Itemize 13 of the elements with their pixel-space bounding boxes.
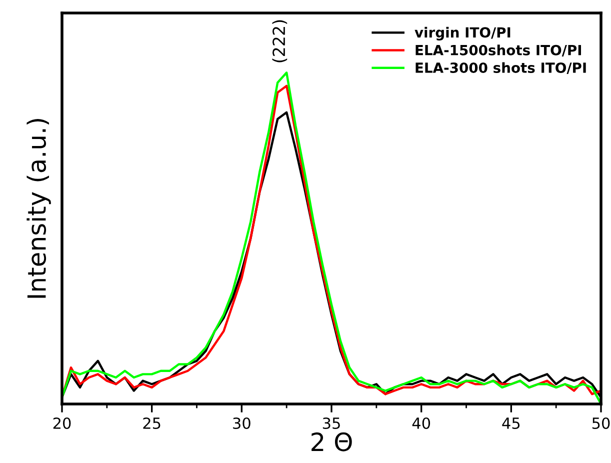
y-axis-title: Intensity (a.u.)	[26, 118, 51, 298]
x-tick-label: 20	[53, 417, 71, 430]
x-tick-label: 25	[143, 417, 160, 430]
x-axis-title: 2 Θ	[312, 432, 352, 452]
legend-label: ELA-1500shots ITO/PI	[416, 44, 581, 56]
x-tick-label: 50	[592, 417, 610, 430]
legend-label: ELA-3000 shots ITO/PI	[416, 62, 586, 74]
x-tick-label: 30	[233, 417, 250, 430]
text: (222)	[272, 20, 288, 62]
x-tick-label: 35	[322, 417, 340, 430]
x-tick-label: 40	[412, 417, 430, 430]
x-tick-label: 45	[502, 418, 520, 430]
legend-label: virgin ITO/PI	[414, 26, 510, 40]
